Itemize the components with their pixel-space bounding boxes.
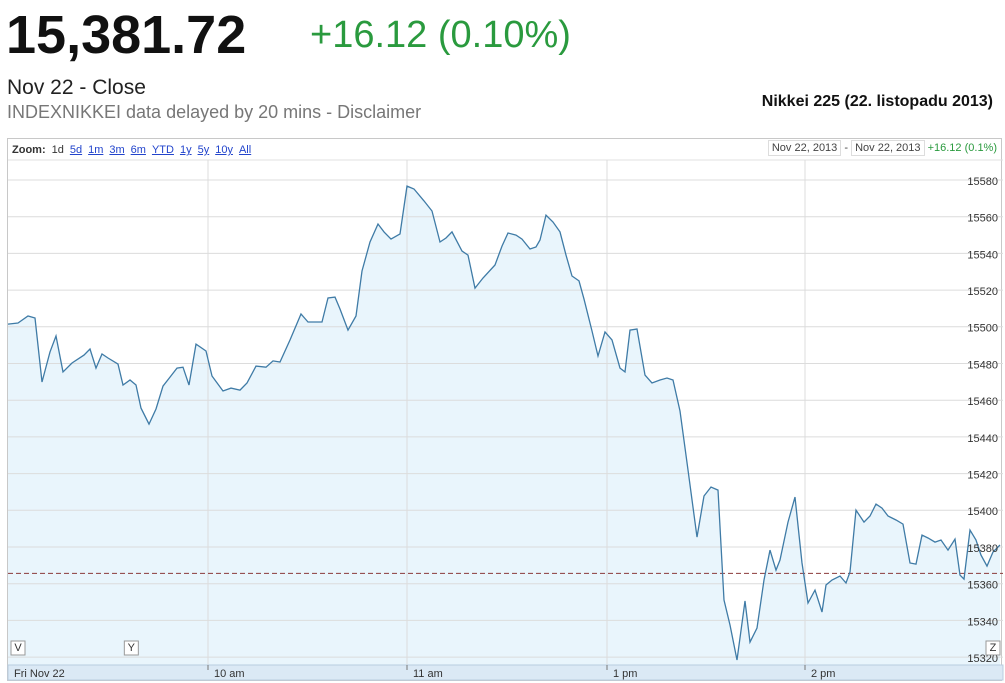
range-separator: - bbox=[844, 142, 849, 154]
zoom-option[interactable]: 5d bbox=[69, 144, 83, 156]
zoom-option[interactable]: 10y bbox=[215, 144, 233, 156]
x-tick-label: 11 am bbox=[413, 668, 443, 680]
flag-label: V bbox=[14, 642, 22, 654]
range-start: Nov 22, 2013 bbox=[767, 140, 842, 156]
series-area bbox=[8, 186, 1000, 665]
x-tick-label: Fri Nov 22 bbox=[14, 668, 65, 680]
y-tick-label: 15540 bbox=[967, 249, 998, 261]
zoom-label: Zoom: bbox=[12, 144, 46, 156]
range-end: Nov 22, 2013 bbox=[851, 140, 925, 156]
zoom-option[interactable]: 1y bbox=[179, 144, 192, 156]
y-tick-label: 15520 bbox=[967, 286, 998, 298]
x-tick-label: 2 pm bbox=[811, 668, 835, 680]
y-tick-label: 15460 bbox=[967, 396, 998, 408]
chart-heading: Nikkei 225 (22. listopadu 2013) bbox=[761, 93, 993, 110]
y-tick-label: 15340 bbox=[967, 616, 998, 628]
zoom-option[interactable]: 5y bbox=[197, 144, 210, 156]
y-tick-label: 15360 bbox=[967, 580, 998, 592]
price-change: +16.12 (0.10%) bbox=[310, 14, 571, 56]
x-tick-label: 1 pm bbox=[613, 668, 637, 680]
y-tick-label: 15500 bbox=[967, 323, 998, 335]
zoom-toolbar: Zoom: 1d 5d 1m 3m 6m YTD 1y 5y 10y All bbox=[12, 144, 257, 156]
y-tick-label: 15440 bbox=[967, 433, 998, 445]
y-tick-label: 15580 bbox=[967, 176, 998, 188]
zoom-option[interactable]: 1d bbox=[51, 144, 64, 156]
range-change: +16.12 (0.1%) bbox=[927, 142, 997, 154]
x-axis-strip bbox=[7, 664, 1004, 681]
x-tick-label: 10 am bbox=[214, 668, 245, 680]
zoom-option[interactable]: All bbox=[238, 144, 252, 156]
y-tick-label: 15560 bbox=[967, 213, 998, 225]
zoom-option[interactable]: 6m bbox=[130, 144, 146, 156]
price: 15,381.72 bbox=[6, 5, 247, 65]
y-tick-label: 15400 bbox=[967, 506, 998, 518]
flag-box bbox=[10, 640, 26, 656]
range-info: Nov 22, 2013 - Nov 22, 2013 +16.12 (0.1%… bbox=[767, 140, 997, 156]
y-tick-label: 15480 bbox=[967, 359, 998, 371]
flag-label: Z bbox=[990, 642, 997, 654]
y-tick-label: 15320 bbox=[967, 653, 998, 665]
flag-label: Y bbox=[128, 642, 136, 654]
y-tick-label: 15420 bbox=[967, 470, 998, 482]
zoom-option[interactable]: 1m bbox=[88, 144, 104, 156]
series-line bbox=[7, 185, 1001, 661]
flag-box bbox=[985, 640, 1001, 656]
y-tick-label: 15380 bbox=[967, 543, 998, 555]
source-note: INDEXNIKKEI data delayed by 20 mins - Di… bbox=[7, 102, 422, 122]
zoom-option[interactable]: YTD bbox=[151, 144, 174, 156]
flag-box bbox=[123, 640, 139, 656]
zoom-option[interactable]: 3m bbox=[109, 144, 125, 156]
status: Nov 22 - Close bbox=[7, 76, 146, 99]
